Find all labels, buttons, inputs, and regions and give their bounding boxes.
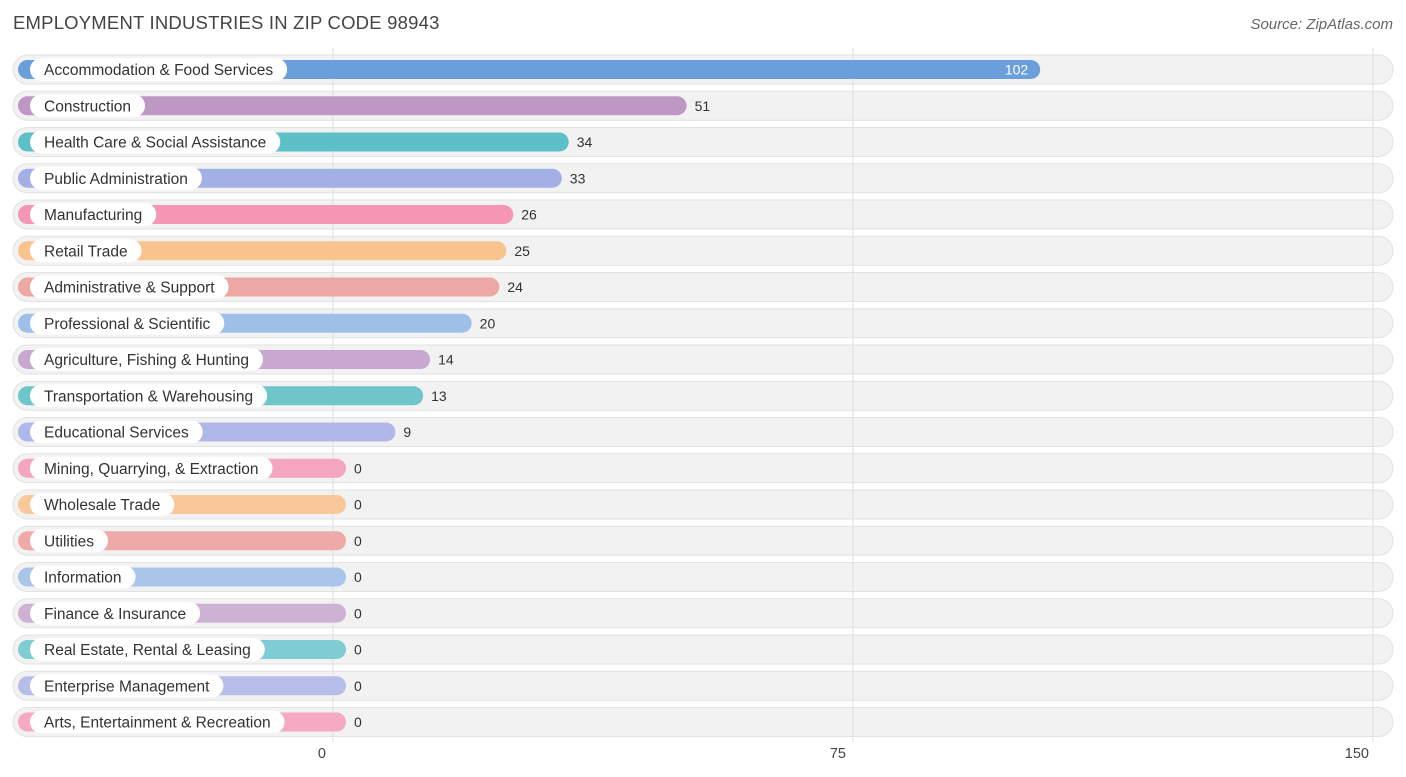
category-label: Accommodation & Food Services [44,62,273,79]
value-label: 14 [438,352,454,368]
x-tick-label: 150 [1345,746,1369,762]
category-label-pill [30,239,142,263]
row-background [12,489,1394,520]
x-axis: 0 75 150 [318,746,1369,762]
category-label: Information [44,570,122,587]
category-label-pill [30,311,225,335]
chart-title: EMPLOYMENT INDUSTRIES IN ZIP CODE 98943 [13,12,440,33]
category-label: Retail Trade [44,243,128,260]
category-label: Educational Services [44,425,189,442]
row-background [12,562,1394,592]
value-label: 102 [1005,62,1029,78]
category-label: Mining, Quarrying, & Extraction [44,461,259,478]
row-background [12,453,1394,484]
value-label: 9 [403,424,411,440]
value-label: 0 [354,497,362,513]
category-label: Enterprise Management [44,678,210,695]
bar [18,96,687,116]
value-label: 0 [354,533,362,549]
category-label-pill [30,493,175,516]
category-label: Administrative & Support [44,280,215,297]
value-label: 24 [507,279,523,295]
value-label: 13 [431,388,447,404]
category-label: Construction [44,98,131,115]
category-label-pill [30,565,136,589]
category-label: Transportation & Warehousing [44,388,253,405]
category-label: Agriculture, Fishing & Hunting [44,352,249,369]
value-label: 51 [695,98,711,114]
value-label: 26 [521,207,537,223]
category-label: Wholesale Trade [44,497,160,514]
value-label: 34 [577,134,593,150]
category-label-pill [30,601,201,625]
row-background [12,670,1394,701]
value-label: 25 [514,243,530,259]
category-label-pill [30,674,224,698]
row-background [12,634,1394,665]
category-label-pill [30,384,268,408]
category-label-pill [30,94,146,118]
value-label: 0 [354,714,362,730]
category-label: Professional & Scientific [44,316,211,333]
category-label-pill [30,420,203,444]
x-tick-label: 75 [830,746,846,762]
value-label: 0 [354,569,362,585]
value-label: 0 [354,678,362,694]
category-label: Health Care & Social Assistance [44,135,266,152]
category-label: Manufacturing [44,207,142,224]
category-label: Public Administration [44,171,188,188]
row-background [12,707,1394,737]
bars: Accommodation & Food Services 102 Construc… [18,58,1041,734]
source-note: Source: ZipAtlas.com [1250,16,1393,33]
category-label-pill [30,275,229,299]
x-tick-label: 0 [318,746,326,762]
row-background [12,525,1394,556]
category-label-pill [30,638,265,661]
category-label-pill [30,710,285,734]
value-label: 0 [354,460,362,476]
category-label-pill [30,130,281,154]
value-label: 20 [480,315,496,331]
value-label: 0 [354,605,362,621]
value-label: 0 [354,642,362,658]
category-label-pill [30,58,288,81]
category-label: Finance & Insurance [44,606,186,623]
value-label: 33 [570,170,586,186]
category-label-pill [30,456,273,480]
row-background [12,598,1394,629]
category-label-pill [30,166,202,190]
category-label-pill [30,529,108,553]
category-label-pill [30,348,264,371]
category-label: Arts, Entertainment & Recreation [44,715,271,732]
category-label: Utilities [44,533,94,550]
category-label: Real Estate, Rental & Leasing [44,642,251,659]
category-label-pill [30,203,157,226]
